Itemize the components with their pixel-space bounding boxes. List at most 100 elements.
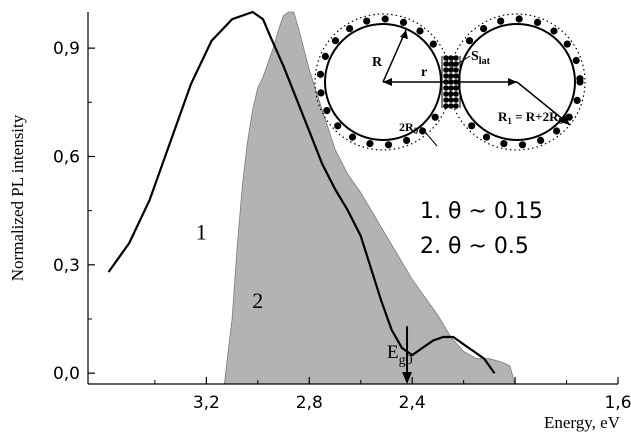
inset-surface-particle bbox=[468, 122, 476, 130]
x-tick-label: 2,4 bbox=[399, 393, 426, 413]
y-tick-label: 0,9 bbox=[53, 39, 80, 59]
inset-neck-particle bbox=[448, 97, 454, 103]
inset-neck-particle bbox=[443, 73, 449, 79]
inset-neck-particle bbox=[453, 103, 459, 109]
inset-r1-arrow bbox=[516, 81, 571, 126]
inset-neck-particle bbox=[448, 61, 454, 67]
inset-surface-particle bbox=[550, 27, 558, 35]
inset-2r0-leader bbox=[419, 125, 438, 147]
series-1-line bbox=[107, 10, 496, 374]
inset-neck-particle bbox=[453, 67, 459, 73]
inset-r1-arrow-head bbox=[560, 115, 570, 125]
series-1-line-layer bbox=[107, 10, 496, 374]
inset-label-2r0: 2R0 bbox=[399, 120, 419, 136]
inset-neck-particle bbox=[448, 91, 454, 97]
inset-slat-leader bbox=[450, 55, 471, 69]
inset-surface-particle bbox=[482, 133, 491, 141]
inset-neck-particle bbox=[443, 91, 449, 97]
inset-neck-particles bbox=[443, 55, 459, 109]
inset-surface-particle bbox=[348, 133, 357, 141]
inset-neck-particle bbox=[453, 97, 459, 103]
inset-surface-particle bbox=[384, 141, 393, 149]
inset-neck-particle bbox=[443, 97, 449, 103]
inset-neck-particle bbox=[448, 103, 454, 109]
inset-radius-arrow-head bbox=[400, 30, 408, 39]
inset-distance-arrow-head-right bbox=[508, 78, 517, 86]
inset-neck-particle bbox=[448, 55, 454, 61]
inset-surface-particle bbox=[497, 17, 505, 25]
legend-line-1: 1. θ ~ 0.15 bbox=[420, 199, 543, 224]
inset-surface-particle bbox=[518, 141, 527, 149]
series-2-area bbox=[223, 11, 516, 385]
inset-surface-particle bbox=[572, 56, 580, 65]
inset-neck-particle bbox=[443, 67, 449, 73]
inset-surface-particle bbox=[334, 122, 342, 130]
inset-surface-particle bbox=[465, 37, 474, 45]
inset-surface-particles bbox=[316, 15, 584, 149]
inset-neck-particle bbox=[453, 55, 459, 61]
band-edge-label-sub: g0 bbox=[399, 353, 413, 368]
inset-label-R: R bbox=[372, 55, 383, 70]
inset-surface-particle bbox=[331, 37, 340, 45]
inset-surface-particle bbox=[565, 113, 573, 121]
inset-neck-particle bbox=[448, 73, 454, 79]
legend-line-2: 2. θ ~ 0.5 bbox=[420, 234, 529, 259]
y-tick-label: 0,3 bbox=[53, 256, 80, 276]
inset-right-shell-outline bbox=[448, 13, 586, 151]
axis-ticks: 3,2 2,8 2,4 1,6 0,0 0,3 0,6 0,9 bbox=[53, 39, 631, 413]
inset-surface-particle bbox=[403, 136, 411, 144]
inset-surface-particle bbox=[399, 18, 408, 26]
inset-label-r1-rest: = R+2R bbox=[512, 109, 559, 124]
inset-neck-particle bbox=[453, 85, 459, 91]
inset-surface-particle bbox=[316, 70, 325, 78]
inset-label-r1-main: R bbox=[498, 109, 508, 124]
inset-surface-particle bbox=[431, 113, 439, 121]
inset-surface-particle bbox=[573, 96, 581, 104]
band-edge-label-main: E bbox=[387, 342, 399, 363]
curve-label-2: 2 bbox=[252, 288, 263, 313]
inset-surface-particle bbox=[576, 75, 584, 83]
inset-surface-particle bbox=[363, 17, 371, 25]
inset-surface-particle bbox=[416, 27, 424, 35]
inset-surface-particle bbox=[346, 25, 354, 33]
inset-surface-particle bbox=[419, 127, 427, 135]
series-2-area-layer bbox=[223, 11, 516, 385]
inset-label-slat-sub: lat bbox=[479, 56, 491, 67]
y-axis-label: Normalized PL intensity bbox=[8, 114, 27, 281]
band-edge-arrow-head bbox=[402, 372, 413, 384]
inset-surface-particle bbox=[366, 140, 374, 148]
inset-label-slat-main: S bbox=[471, 49, 479, 64]
inset-neck-particle bbox=[453, 73, 459, 79]
inset-neck-particle bbox=[443, 85, 449, 91]
y-tick-label: 0,6 bbox=[53, 147, 80, 167]
inset-surface-particle bbox=[381, 15, 389, 23]
band-edge-label: Eg0 bbox=[387, 342, 413, 368]
inset-surface-particle bbox=[480, 25, 488, 33]
inset-surface-particle bbox=[323, 107, 331, 115]
inset-surface-particle bbox=[429, 40, 437, 48]
inset-label-r1-sub: 1 bbox=[507, 116, 512, 126]
inset-surface-particle bbox=[515, 15, 523, 23]
curve-label-1: 1 bbox=[196, 220, 207, 245]
x-tick-label: 3,2 bbox=[193, 393, 220, 413]
y-tick-label: 0,0 bbox=[53, 364, 80, 384]
inset-radius-arrow bbox=[382, 29, 407, 83]
inset-surface-particle bbox=[553, 127, 561, 135]
inset-neck-particle bbox=[443, 103, 449, 109]
x-tick-label: 1,6 bbox=[604, 393, 631, 413]
inset-neck-particle bbox=[453, 91, 459, 97]
inset-label-2r0-sub: 0 bbox=[414, 126, 419, 136]
inset-schematic: R r Slat 2R0 R1 = R+2R0 bbox=[314, 13, 586, 151]
inset-neck-particle bbox=[448, 67, 454, 73]
inset-label-2r0-main: 2R bbox=[399, 120, 414, 134]
x-axis-label: Energy, eV bbox=[544, 413, 621, 432]
inset-neck-particle bbox=[443, 55, 449, 61]
inset-neck-particle bbox=[443, 61, 449, 67]
inset-surface-particle bbox=[533, 18, 542, 26]
inset-label-r1: R1 = R+2R0 bbox=[498, 109, 563, 126]
inset-surface-particle bbox=[563, 40, 571, 48]
inset-surface-particle bbox=[537, 136, 545, 144]
inset-surface-particle bbox=[317, 89, 325, 97]
inset-label-r: r bbox=[421, 65, 427, 80]
